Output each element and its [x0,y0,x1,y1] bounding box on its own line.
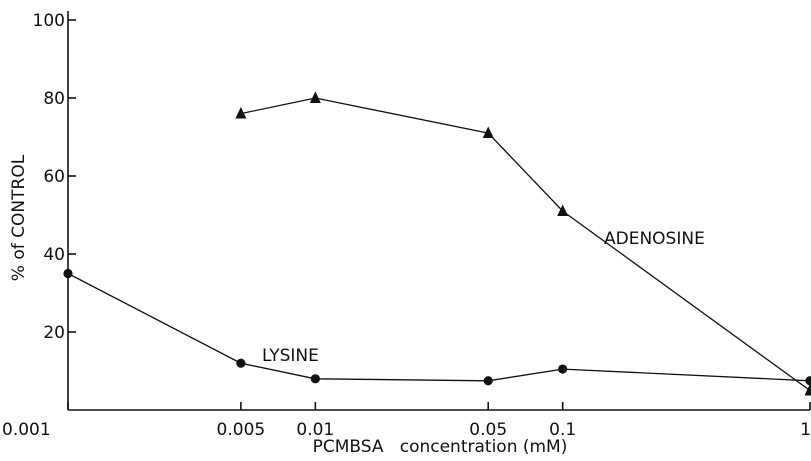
series-label-lysine: LYSINE [262,346,319,366]
y-tick-label: 20 [43,323,65,343]
y-axis-ticks: 20 40 60 80 100 [33,11,76,343]
data-point-lysine [483,376,493,386]
data-point-adenosine [557,204,569,217]
x-tick-label: 0.005 [217,420,266,440]
x-tick-label: 0.01 [296,420,334,440]
series-layer [63,91,811,396]
x-tick-label: 0.05 [469,420,507,440]
series-line-adenosine [240,97,811,392]
x-tick-label: 1 [800,420,811,440]
x-axis-title: PCMBSA concentration (mM) [313,437,568,457]
y-tick-label: 100 [33,11,65,31]
series-labels: ADENOSINE LYSINE [262,229,705,366]
data-point-lysine [558,364,568,374]
data-point-adenosine [309,91,321,103]
y-axis-title: % of CONTROL [9,154,29,281]
data-point-adenosine [235,107,247,119]
data-point-lysine [63,268,73,279]
x-tick-label: 0.1 [549,420,576,440]
series-label-adenosine: ADENOSINE [604,229,705,249]
y-tick-label: 60 [43,167,65,187]
data-point-adenosine [804,383,811,396]
data-point-adenosine [482,126,494,139]
y-tick-label: 80 [43,89,65,109]
series-line-lysine [67,272,811,382]
x-tick-label: 0.001 [2,420,51,440]
x-axis-ticks: 0.001 0.005 0.01 0.05 0.1 1 [2,402,811,440]
y-tick-label: 40 [43,245,65,265]
data-point-lysine [310,374,320,384]
data-point-lysine [805,376,811,386]
plot-area: 0.001 0.005 0.01 0.05 0.1 1 20 40 60 80 100 ADENO… [2,11,811,440]
data-point-lysine [236,358,246,368]
